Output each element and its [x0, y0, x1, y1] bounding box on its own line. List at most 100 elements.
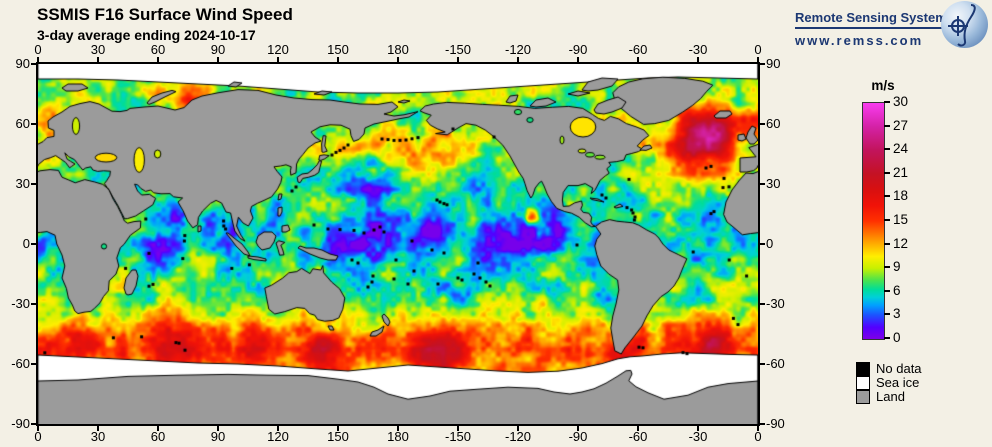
colorbar-tick-mark — [884, 313, 890, 316]
colorbar-tick-label: 30 — [893, 94, 909, 109]
lat-tick-mark — [760, 303, 765, 305]
lon-tick-label: 0 — [754, 429, 762, 444]
lon-tick-label: 120 — [267, 42, 289, 57]
lon-tick-mark — [517, 426, 519, 431]
lon-tick-label: 30 — [90, 42, 106, 57]
lon-tick-label: 30 — [90, 429, 106, 444]
lon-tick-label: 0 — [754, 42, 762, 57]
colorbar-tick-mark — [884, 195, 890, 198]
lon-tick-mark — [277, 57, 279, 62]
colorbar-tick-mark — [884, 266, 890, 269]
lat-tick-label: 0 — [766, 236, 774, 251]
branding-org-name[interactable]: Remote Sensing Systems — [795, 10, 954, 29]
lon-tick-label: 150 — [327, 42, 349, 57]
colorbar-tick-mark — [884, 171, 890, 174]
lat-tick-mark — [31, 363, 36, 365]
lat-tick-label: -60 — [11, 356, 30, 371]
colorbar — [862, 102, 885, 340]
lat-tick-mark — [760, 183, 765, 185]
lon-tick-mark — [637, 57, 639, 62]
lat-tick-label: -90 — [766, 416, 785, 431]
lat-tick-label: 30 — [766, 176, 781, 191]
lat-tick-label: 30 — [15, 176, 30, 191]
lon-tick-mark — [37, 426, 39, 431]
lon-tick-mark — [337, 426, 339, 431]
lat-tick-mark — [760, 423, 765, 425]
lat-tick-label: -30 — [11, 296, 30, 311]
lat-tick-label: -90 — [11, 416, 30, 431]
lat-tick-mark — [31, 183, 36, 185]
lon-tick-mark — [577, 426, 579, 431]
colorbar-tick-label: 21 — [893, 164, 909, 180]
colorbar-tick-mark — [884, 289, 890, 292]
no-data-swatch — [856, 362, 870, 376]
page-title: SSMIS F16 Surface Wind Speed — [37, 5, 293, 24]
legend-label: Sea ice — [876, 375, 920, 390]
lon-tick-mark — [217, 426, 219, 431]
colorbar-tick-label: 12 — [893, 235, 909, 251]
lon-tick-mark — [397, 426, 399, 431]
lat-tick-label: 90 — [766, 56, 781, 71]
lon-tick-label: -60 — [628, 42, 648, 57]
lon-tick-mark — [457, 57, 459, 62]
lon-tick-label: 150 — [327, 429, 349, 444]
lon-tick-mark — [637, 426, 639, 431]
globe-logo-icon — [941, 1, 988, 48]
sea-ice-swatch — [856, 376, 870, 390]
lon-tick-label: 90 — [210, 42, 226, 57]
lat-tick-mark — [31, 123, 36, 125]
lat-tick-label: 60 — [766, 116, 781, 131]
lon-tick-mark — [517, 57, 519, 62]
colorbar-tick-mark — [884, 242, 890, 245]
lat-tick-label: 90 — [15, 56, 30, 71]
lon-tick-mark — [757, 57, 759, 62]
lat-tick-mark — [31, 243, 36, 245]
lon-tick-mark — [157, 57, 159, 62]
lon-tick-mark — [697, 57, 699, 62]
lat-tick-mark — [760, 243, 765, 245]
lat-tick-label: 60 — [15, 116, 30, 131]
colorbar-unit-label: m/s — [871, 78, 895, 93]
lat-tick-mark — [760, 63, 765, 65]
lon-tick-label: 60 — [150, 42, 166, 57]
colorbar-tick-label: 9 — [893, 259, 901, 275]
lon-tick-label: 120 — [267, 429, 289, 444]
branding-block: Remote Sensing Systems www.remss.com — [795, 9, 954, 48]
lon-tick-label: -90 — [568, 42, 588, 57]
colorbar-tick-mark — [884, 148, 890, 151]
colorbar-tick-mark — [884, 337, 890, 339]
lat-tick-mark — [760, 363, 765, 365]
lon-tick-mark — [697, 426, 699, 431]
lon-tick-mark — [397, 57, 399, 62]
legend-label: No data — [876, 361, 922, 376]
page-subtitle: 3-day average ending 2024-10-17 — [37, 27, 256, 43]
lon-tick-mark — [97, 426, 99, 431]
colorbar-tick-mark — [884, 219, 890, 221]
lon-tick-mark — [457, 426, 459, 431]
lon-tick-label: 180 — [387, 42, 409, 57]
lon-tick-mark — [577, 57, 579, 62]
colorbar-tick-label: 3 — [893, 306, 901, 322]
colorbar-tick-mark — [884, 101, 890, 103]
colorbar-tick-mark — [884, 124, 890, 127]
lon-tick-label: -150 — [444, 42, 472, 57]
lon-tick-mark — [757, 426, 759, 431]
lat-tick-label: 0 — [22, 236, 30, 251]
lon-tick-mark — [277, 426, 279, 431]
integral-crosshair-icon — [948, 4, 976, 47]
branding-url[interactable]: www.remss.com — [795, 33, 924, 48]
lat-tick-label: -30 — [766, 296, 785, 311]
colorbar-tick-label: 27 — [893, 117, 909, 133]
lon-tick-label: 60 — [150, 429, 166, 444]
colorbar-tick-label: 15 — [893, 212, 909, 227]
lat-tick-mark — [31, 63, 36, 65]
colorbar-tick-label: 18 — [893, 188, 909, 204]
lon-tick-mark — [217, 57, 219, 62]
lat-tick-mark — [31, 423, 36, 425]
map-frame — [36, 62, 760, 426]
land-swatch — [856, 390, 870, 404]
lon-tick-label: -30 — [688, 429, 708, 444]
lon-tick-label: -60 — [628, 429, 648, 444]
wind-speed-map — [38, 64, 758, 424]
